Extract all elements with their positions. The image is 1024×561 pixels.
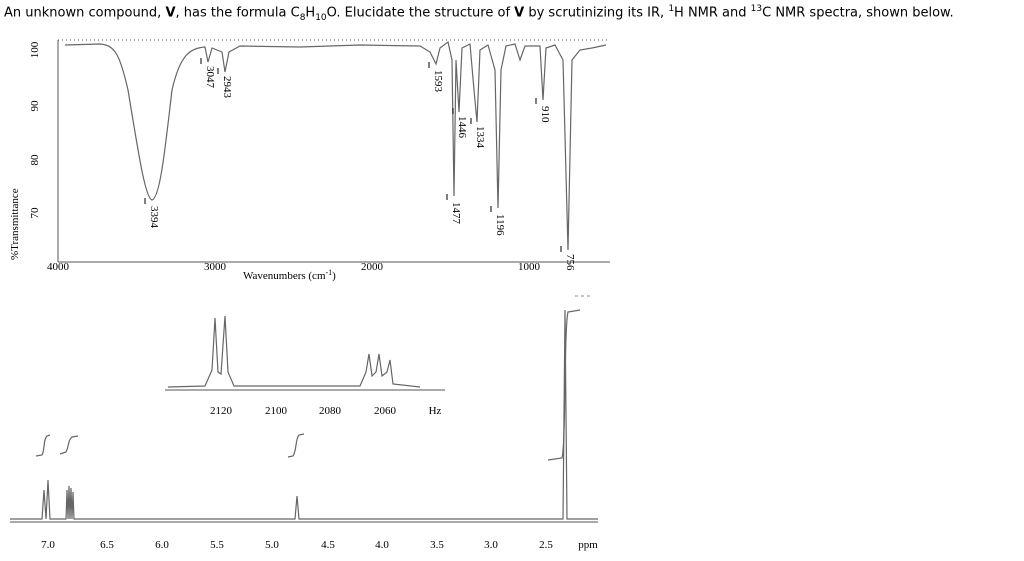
x-tick: 6.5 [100,539,114,551]
nmr-curve [10,309,598,520]
inset-tick: 2080 [319,405,342,417]
x-tick: 6.0 [155,539,169,551]
x-tick: 1000 [518,261,541,273]
text: ) [332,270,336,282]
text: An unknown compound, [4,5,166,21]
x-label: Wavenumbers (cm-1) [243,268,336,282]
x-tick: 4.5 [321,539,335,551]
x-tick: 4.0 [375,539,389,551]
x-tick: 4000 [47,261,70,273]
inset-tick: 2100 [265,405,288,417]
superscript: 1 [668,4,675,14]
y-label: %Transmittance [9,188,21,260]
text: by scrutinizing its IR, [524,5,669,21]
y-tick: 100 [29,41,41,58]
superscript: 13 [750,4,763,14]
text: C NMR spectra, shown below. [762,5,954,21]
x-tick: 2000 [361,261,384,273]
x-tick: 5.5 [210,539,224,551]
integration [59,435,79,455]
y-tick: 90 [29,100,41,112]
inset-tick: 2120 [210,405,233,417]
superscript: -1 [326,268,333,277]
subscript: 10 [315,12,327,23]
peak-label: 1477 [450,202,462,225]
peak-label: 1446 [456,116,468,139]
peak-label: 1334 [474,126,486,149]
peak-label: 2943 [221,76,233,99]
integration [287,433,305,458]
text: Wavenumbers (cm [243,270,326,282]
peak-label: 756 [564,254,576,271]
x-tick: 2.5 [539,539,553,551]
question: An unknown compound, V, has the formula … [4,4,954,23]
compound: V [165,5,176,21]
x-tick: 3.5 [430,539,444,551]
text: , has the formula C [175,5,300,21]
peak-label: 910 [539,106,551,123]
x-tick: 3.0 [484,539,498,551]
y-tick: 80 [29,154,41,166]
text: O. Elucidate the structure of [326,5,515,21]
text: H NMR and [674,5,751,21]
y-ticks: 100 90 80 70 [29,41,41,218]
text: H [305,5,316,21]
inset-tick: 2060 [374,405,397,417]
ir-curve [64,40,607,251]
x-unit: ppm [578,539,598,551]
subscript: 8 [299,12,306,23]
peak-label: 3047 [204,66,216,89]
peak-labels: 3394 3047 2943 1593 1477 1446 1334 1196 … [144,58,576,271]
integration [35,434,51,457]
peak-label: 1196 [494,214,506,236]
x-tick: 5.0 [265,539,279,551]
y-tick: 70 [29,207,41,219]
inset-unit: Hz [429,405,442,417]
x-tick: 3000 [204,261,227,273]
peak-label: 3394 [148,206,160,229]
compound: V [514,5,525,21]
nmr-spectrum: 2120 2100 2080 2060 Hz 7.0 6.5 6.0 5.5 5… [10,295,598,551]
integration [547,309,581,461]
x-tick: 7.0 [41,539,55,551]
inset-curve [167,315,421,388]
peak-label: 1593 [432,70,444,93]
